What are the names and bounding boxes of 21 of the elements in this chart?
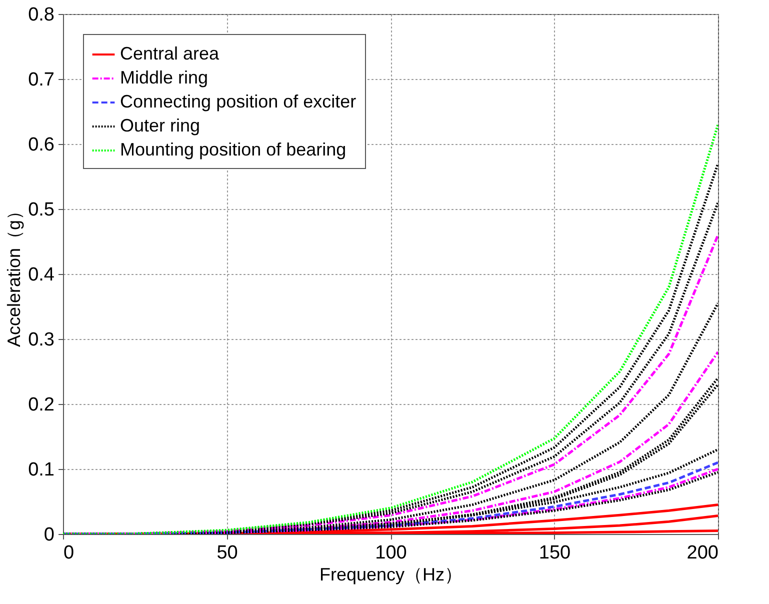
legend-label: Outer ring <box>120 116 200 136</box>
x-tick-label: 200 <box>686 542 718 564</box>
legend-label: Mounting position of bearing <box>120 140 346 160</box>
y-tick-label: 0.3 <box>28 330 54 350</box>
y-tick-label: 0.4 <box>28 264 55 286</box>
legend-label: Middle ring <box>120 68 208 88</box>
y-tick-label: 0.5 <box>28 200 54 220</box>
y-tick-label: 0.6 <box>28 134 54 156</box>
x-tick-label: 100 <box>375 542 407 564</box>
y-tick-label: 0 <box>44 524 54 546</box>
y-tick-label: 0.7 <box>28 70 54 90</box>
y-tick-label: 0.8 <box>28 4 54 26</box>
y-tick-label: 0.2 <box>28 394 54 416</box>
x-tick-label: 0 <box>64 542 74 564</box>
y-axis-title: Acceleration（g） <box>4 202 24 348</box>
x-tick-label: 50 <box>216 542 238 564</box>
legend-label: Central area <box>120 44 220 64</box>
x-axis-title: Frequency（Hz） <box>319 564 463 584</box>
y-tick-label: 0.1 <box>28 460 54 480</box>
legend-label: Connecting position of exciter <box>120 92 356 112</box>
x-tick-label: 150 <box>538 542 571 564</box>
